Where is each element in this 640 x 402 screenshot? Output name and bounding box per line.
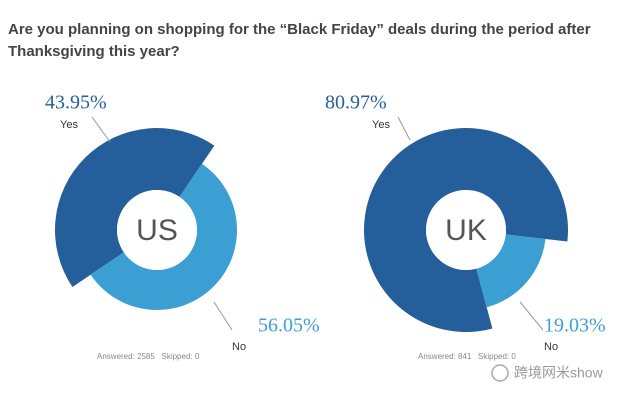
watermark-icon	[491, 364, 509, 382]
category-label: Yes	[372, 119, 390, 131]
pie-segment	[90, 163, 237, 310]
value-label: 80.97%	[325, 92, 387, 114]
pie-segment	[54, 127, 215, 288]
title-line: Are you planning on shopping for the “Bl…	[8, 21, 591, 38]
footnote: Answered: 841 Skipped: 0	[418, 352, 516, 361]
watermark-text: 跨境网米show	[514, 365, 604, 381]
leader-line	[213, 301, 233, 331]
value-label: 19.03%	[544, 315, 606, 337]
category-label: No	[544, 341, 558, 353]
center-label: US	[136, 214, 178, 247]
value-label: 43.95%	[45, 92, 107, 114]
center-circle	[426, 190, 506, 270]
category-label: Yes	[60, 119, 78, 131]
category-label: No	[232, 341, 246, 353]
footnote: Answered: 2585 Skipped: 0	[97, 352, 200, 361]
pie-segment	[364, 128, 568, 333]
center-circle	[117, 190, 197, 270]
watermark: 跨境网米show	[491, 364, 604, 382]
leader-line	[397, 116, 411, 141]
value-label: 56.05%	[258, 315, 320, 337]
pie-segment	[476, 234, 546, 308]
leader-line	[91, 116, 111, 143]
leader-line	[519, 301, 544, 331]
center-label: UK	[445, 214, 487, 247]
title-line: Thanksgiving this year?	[8, 43, 180, 60]
